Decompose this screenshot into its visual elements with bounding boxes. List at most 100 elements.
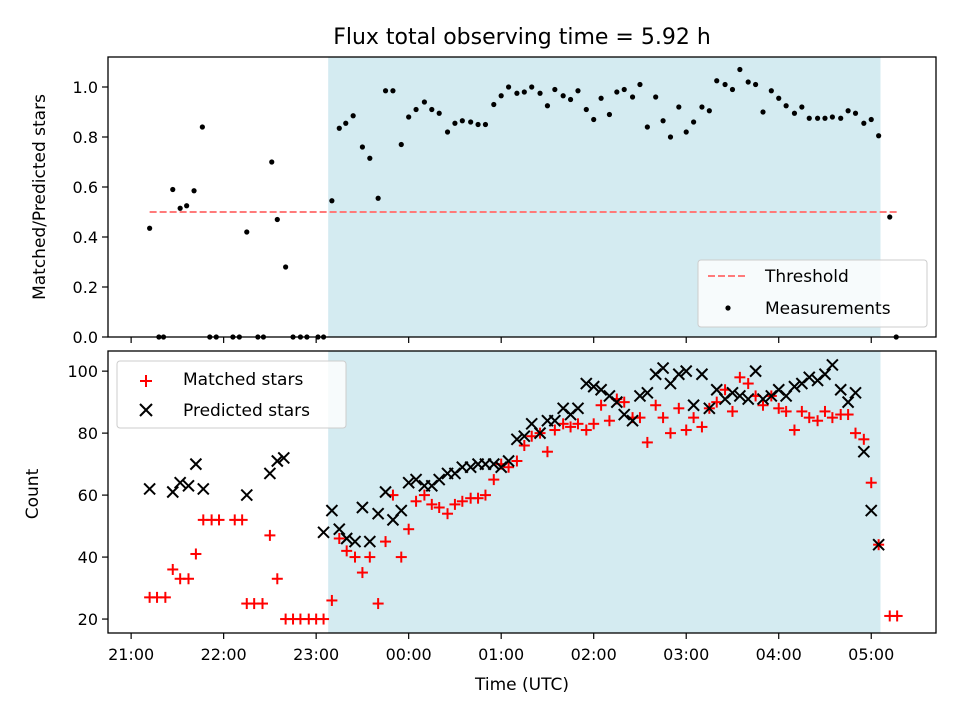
predicted-star-point	[409, 473, 423, 486]
measurement-point	[482, 121, 489, 128]
matched-star-point	[549, 424, 561, 436]
predicted-star-point	[340, 532, 353, 545]
predicted-star-point	[182, 479, 195, 493]
measurement-point	[444, 129, 451, 135]
predicted-star-point	[841, 395, 855, 409]
measurement-point	[350, 113, 356, 119]
matched-star-point	[865, 477, 877, 489]
measurement-point	[269, 159, 275, 165]
matched-star-point	[595, 399, 607, 411]
measurement-point	[575, 88, 581, 94]
predicted-star-point	[857, 445, 871, 458]
predicted-star-point	[143, 482, 156, 496]
matched-star-point	[256, 598, 268, 610]
matched-star-point	[426, 498, 438, 510]
matched-star-point	[356, 567, 368, 579]
predicted-star-point	[656, 361, 670, 375]
matched-star-point	[364, 551, 376, 563]
measurement-point	[429, 106, 435, 113]
measurement-point	[244, 229, 250, 235]
matched-star-point	[603, 415, 615, 427]
matched-star-point	[541, 446, 553, 458]
predicted-star-point	[580, 377, 593, 390]
measurement-point	[799, 104, 805, 110]
predicted-star-point	[834, 383, 847, 396]
measurement-point	[737, 66, 743, 73]
matched-star-point	[696, 421, 708, 433]
x-tick-label: 05:00	[848, 645, 894, 664]
matched-star-point	[580, 424, 592, 436]
measurement-point	[521, 89, 527, 95]
predicted-star-point	[271, 454, 284, 468]
matched-star-point	[518, 440, 530, 452]
matched-star-point	[812, 415, 824, 427]
measurement-point	[683, 129, 689, 135]
matched-star-point	[850, 427, 862, 439]
matched-star-point	[456, 495, 468, 507]
x-tick-label: 02:00	[571, 645, 617, 664]
measurement-point	[845, 108, 851, 114]
matched-star-point	[826, 412, 838, 424]
y-tick-label: 1.0	[73, 78, 98, 97]
matched-star-point	[588, 418, 600, 430]
matched-star-point	[711, 396, 723, 408]
measurement-point	[336, 125, 342, 131]
measurement-point	[177, 205, 183, 211]
predicted-star-point	[197, 482, 210, 496]
measurement-point	[436, 110, 442, 116]
predicted-star-point	[726, 386, 739, 400]
measurement-point	[170, 186, 176, 193]
matched-star-point	[734, 371, 746, 383]
measurement-point	[591, 116, 597, 123]
measurement-point	[184, 203, 190, 209]
matched-star-point	[788, 424, 800, 436]
matched-star-point	[557, 418, 569, 430]
matched-star-point	[182, 573, 194, 585]
measurement-point	[776, 95, 782, 101]
matched-legend-label: Matched stars	[183, 370, 303, 390]
bottom-plot-frame	[107, 350, 937, 634]
measurement-point	[822, 115, 828, 121]
measurement-point	[752, 81, 759, 88]
matched-star-point	[688, 412, 700, 424]
measurement-point	[537, 90, 543, 96]
predicted-star-point	[263, 467, 277, 480]
top-plot-frame	[107, 56, 937, 338]
y-tick-label: 0.0	[73, 328, 98, 347]
measurement-point	[745, 79, 751, 85]
matched-star-point	[618, 396, 630, 408]
measurement-point	[452, 120, 458, 126]
matched-star-point	[803, 412, 815, 424]
measurement-point	[676, 104, 682, 110]
predicted-star-point	[618, 408, 631, 421]
predicted-star-point	[189, 457, 203, 471]
predicted-star-point	[826, 358, 839, 372]
top-legend-box	[697, 259, 928, 328]
predicted-star-point	[166, 485, 179, 499]
predicted-star-point	[379, 485, 392, 499]
x-tick-label: 21:00	[108, 645, 154, 664]
matched-star-point	[372, 598, 384, 610]
matched-star-point	[664, 427, 676, 439]
measurement-point	[838, 115, 844, 121]
measurement-point	[699, 104, 705, 110]
measurement-point	[567, 96, 574, 103]
measurement-point	[343, 120, 349, 126]
measurement-point	[760, 109, 766, 115]
measurement-point	[529, 84, 535, 90]
matched-star-point	[264, 529, 276, 541]
measurement-point	[691, 119, 697, 125]
bottom-legend-box	[116, 360, 347, 429]
measurement-point	[505, 84, 512, 90]
measurement-point	[421, 99, 427, 105]
measurement-point	[637, 81, 643, 88]
measurement-point	[413, 106, 419, 113]
matched-star-point	[511, 455, 523, 467]
measurement-point	[147, 225, 153, 231]
predicted-star-point	[487, 457, 500, 471]
matched-star-point	[891, 610, 903, 622]
matched-star-point	[796, 405, 808, 417]
matched-star-point	[773, 402, 785, 414]
y-tick-label: 20	[78, 610, 98, 629]
predicted-star-point	[788, 380, 801, 393]
